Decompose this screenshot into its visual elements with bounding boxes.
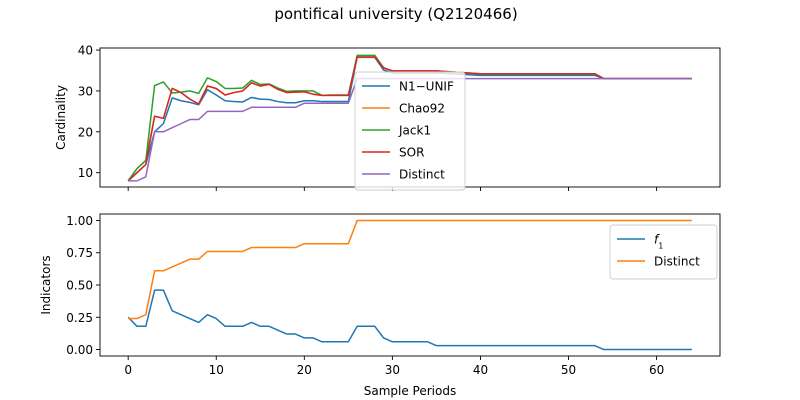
legend: N1−UNIF Chao92 Jack1 SOR Distinct <box>354 71 466 191</box>
legend-label: N1−UNIF <box>399 80 454 94</box>
legend-label: Jack1 <box>398 124 431 138</box>
subplot-1: 10 20 30 40 Cardinality N1−UNIF Chao92 Jack1 SOR… <box>54 44 721 191</box>
series-line-distinct <box>128 219 692 320</box>
y-tick-label: 0.00 <box>66 343 93 357</box>
x-tick-label: 0 <box>124 363 132 377</box>
y-axis-label: Indicators <box>39 255 53 314</box>
legend-box <box>609 224 718 280</box>
x-tick-label: 10 <box>209 363 224 377</box>
y-tick-label: 20 <box>78 125 93 139</box>
y-tick-label: 30 <box>78 84 93 98</box>
series-line-sor <box>127 56 692 182</box>
y-tick-label: 40 <box>78 44 93 58</box>
x-tick-label: 30 <box>385 363 400 377</box>
subplot-2: 0 10 20 30 40 50 60 0.00 0.25 0.50 0.75 1.00 Indicat… <box>39 213 721 398</box>
legend-label: SOR <box>399 146 424 160</box>
x-axis-label: Sample Periods <box>364 384 456 398</box>
legend-label: Chao92 <box>399 102 445 116</box>
plots-group: 10 20 30 40 Cardinality N1−UNIF Chao92 Jack1 SOR… <box>39 44 721 398</box>
y-axis-label: Cardinality <box>54 85 68 150</box>
y-tick-label: 1.00 <box>66 214 93 228</box>
legend: f1 Distinct <box>609 224 718 280</box>
x-tick-label: 40 <box>473 363 488 377</box>
y-tick-label: 0.50 <box>66 279 93 293</box>
legend-label: Distinct <box>399 168 445 182</box>
y-tick-label: 0.25 <box>66 311 93 325</box>
x-tick-label: 50 <box>561 363 576 377</box>
legend-box <box>354 71 466 191</box>
x-tick-label: 60 <box>649 363 664 377</box>
x-tick-label: 20 <box>297 363 312 377</box>
series-line-distinct <box>128 77 692 182</box>
y-tick-label: 0.75 <box>66 246 93 260</box>
legend-label: Distinct <box>654 255 700 269</box>
chart-title: pontifical university (Q2120466) <box>274 5 517 23</box>
series-line-n1-unif <box>127 56 692 182</box>
legend-label: f1 <box>654 233 663 251</box>
y-tick-label: 10 <box>78 166 93 180</box>
series-line-f1 <box>127 289 692 351</box>
